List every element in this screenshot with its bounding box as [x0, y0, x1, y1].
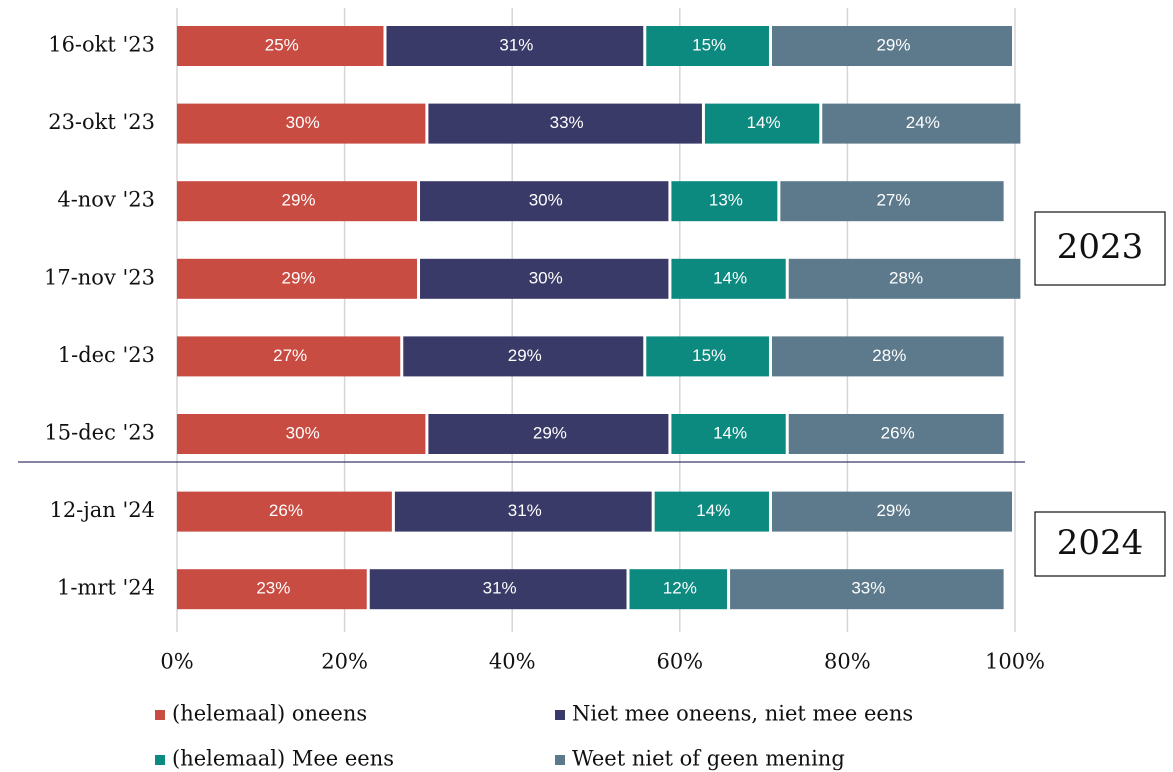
- y-tick-label: 16-okt '23: [48, 33, 155, 57]
- bar-segment: [177, 414, 426, 454]
- annotation-box: [1034, 511, 1166, 577]
- data-label: 33%: [851, 579, 885, 598]
- data-label: 25%: [265, 35, 299, 54]
- data-label: 12%: [663, 579, 697, 598]
- x-tick-label: 0%: [160, 650, 193, 674]
- bar-segment: [403, 336, 644, 377]
- data-label: 31%: [499, 35, 533, 54]
- data-label: 15%: [692, 346, 726, 365]
- bar-segment: [177, 336, 401, 377]
- y-tick-label: 17-nov '23: [44, 265, 155, 289]
- x-tick-label: 60%: [656, 650, 703, 674]
- y-tick-label: 1-mrt '24: [57, 576, 155, 600]
- bar-segment: [788, 258, 1021, 299]
- y-tick-label: 4-nov '23: [57, 188, 155, 212]
- bar-segment: [177, 491, 392, 532]
- data-label: 27%: [273, 346, 307, 365]
- bar-segment: [177, 569, 367, 610]
- bar-segment: [386, 26, 644, 66]
- data-label: 14%: [696, 501, 730, 520]
- bar-segment: [646, 26, 769, 66]
- y-tick-label: 15-dec '23: [44, 421, 155, 445]
- data-label: 30%: [286, 113, 320, 132]
- data-label: 29%: [876, 501, 910, 520]
- annotation-box: [1034, 211, 1166, 286]
- bar-segment: [369, 569, 627, 610]
- data-label: 30%: [286, 423, 320, 442]
- bar-segment: [671, 258, 786, 299]
- annotation: 2024: [1057, 523, 1144, 563]
- data-label: 15%: [692, 35, 726, 54]
- data-label: 29%: [876, 35, 910, 54]
- data-label: 26%: [881, 423, 915, 442]
- bar-segment: [646, 336, 769, 377]
- data-label: 27%: [876, 191, 910, 210]
- legend-label: (helemaal) oneens: [172, 702, 367, 726]
- data-label: 31%: [508, 501, 542, 520]
- bar-segment: [177, 26, 384, 66]
- y-tick-label: 12-jan '24: [49, 498, 155, 522]
- data-label: 28%: [872, 346, 906, 365]
- x-tick-label: 80%: [824, 650, 871, 674]
- bar-segment: [771, 26, 1012, 66]
- bar-segment: [788, 414, 1004, 454]
- y-tick-label: 1-dec '23: [58, 343, 155, 367]
- legend-label: Niet mee oneens, niet mee eens: [572, 702, 913, 726]
- legend-label: Weet niet of geen mening: [572, 747, 845, 771]
- bar-segment: [428, 414, 669, 454]
- bar-segment: [730, 569, 1004, 610]
- bar-segment: [420, 258, 669, 299]
- data-label: 14%: [747, 113, 781, 132]
- bar-segment: [771, 336, 1004, 377]
- data-label: 33%: [550, 113, 584, 132]
- bar-segment: [177, 258, 418, 299]
- data-label: 29%: [508, 346, 542, 365]
- bar-segment: [629, 569, 728, 610]
- data-label: 28%: [889, 268, 923, 287]
- bar-segment: [671, 181, 778, 222]
- data-label: 24%: [906, 113, 940, 132]
- bar-segment: [704, 103, 820, 144]
- data-label: 14%: [713, 268, 747, 287]
- bar-segment: [780, 181, 1004, 222]
- x-tick-label: 40%: [489, 650, 536, 674]
- data-label: 13%: [709, 191, 743, 210]
- legend-swatch: [555, 710, 565, 720]
- data-label: 30%: [529, 268, 563, 287]
- data-label: 26%: [269, 501, 303, 520]
- data-label: 31%: [483, 579, 517, 598]
- data-label: 30%: [529, 191, 563, 210]
- annotation: 2023: [1057, 227, 1144, 267]
- legend-swatch: [555, 755, 565, 765]
- data-label: 14%: [713, 423, 747, 442]
- bar-segment: [654, 491, 769, 532]
- data-label: 29%: [281, 191, 315, 210]
- bar-segment: [177, 181, 418, 222]
- bar-segment: [428, 103, 702, 144]
- y-tick-label: 23-okt '23: [48, 110, 155, 134]
- legend-swatch: [155, 710, 165, 720]
- bar-segment: [822, 103, 1021, 144]
- legend-label: (helemaal) Mee eens: [172, 747, 394, 771]
- data-label: 29%: [281, 268, 315, 287]
- x-tick-label: 20%: [321, 650, 368, 674]
- bar-segment: [671, 414, 786, 454]
- x-tick-label: 100%: [985, 650, 1045, 674]
- data-label: 23%: [256, 579, 290, 598]
- legend-swatch: [155, 755, 165, 765]
- bar-segment: [420, 181, 669, 222]
- bar-segment: [177, 103, 426, 144]
- bar-segment: [394, 491, 652, 532]
- data-label: 29%: [533, 423, 567, 442]
- bar-segment: [771, 491, 1012, 532]
